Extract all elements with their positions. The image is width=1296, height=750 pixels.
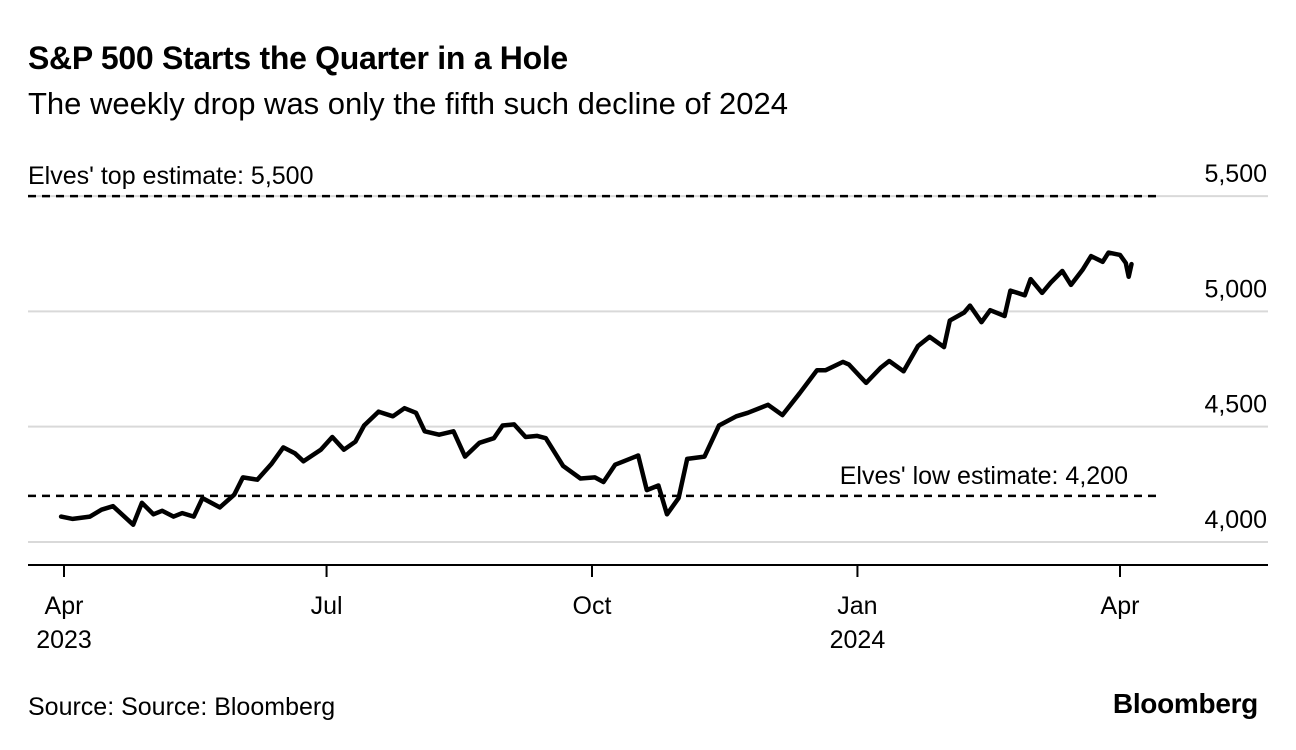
chart-area: Elves' top estimate: 5,500 Elves' low est… — [28, 160, 1268, 654]
series-layer — [58, 250, 1134, 527]
x-tick-year-label: 2023 — [36, 626, 92, 654]
y-tick-label: 5,500 — [1204, 160, 1267, 188]
x-tick-label: Apr — [45, 592, 84, 620]
x-tick-label: Oct — [573, 592, 612, 620]
y-tick-label: 5,000 — [1204, 275, 1267, 303]
x-tick-label: Jan — [837, 592, 877, 620]
y-tick-label: 4,000 — [1204, 506, 1267, 534]
source-note: Source: Source: Bloomberg — [28, 693, 336, 721]
reference-lines: Elves' top estimate: 5,500 Elves' low est… — [28, 162, 1162, 498]
x-axis: Apr 2023 Jul Oct Jan 2024 Apr — [28, 564, 1268, 654]
reference-line-label: Elves' top estimate: 5,500 — [28, 162, 314, 190]
x-tick-label: Apr — [1101, 592, 1140, 620]
reference-line-label: Elves' low estimate: 4,200 — [840, 462, 1128, 490]
y-axis: 4,000 4,500 5,000 5,500 — [1204, 160, 1267, 534]
x-tick-year-label: 2024 — [830, 626, 886, 654]
series-line — [58, 250, 1134, 527]
chart-subtitle: The weekly drop was only the fifth such … — [28, 86, 788, 121]
chart-title: S&P 500 Starts the Quarter in a Hole — [28, 40, 568, 76]
brand-logo: Bloomberg — [1112, 688, 1258, 719]
y-tick-label: 4,500 — [1204, 391, 1267, 419]
x-tick-label: Jul — [311, 592, 343, 620]
